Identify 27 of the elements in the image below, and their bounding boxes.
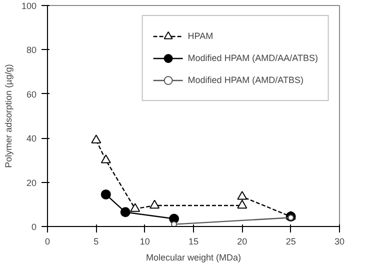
legend-label: HPAM [188,31,214,41]
x-tick-label: 5 [94,236,99,246]
y-tick-label: 40 [26,134,37,144]
point [130,203,140,212]
x-tick-label: 20 [237,236,248,246]
x-tick-label: 30 [334,236,345,246]
point [100,154,111,164]
legend-label: Modified HPAM (AMD/ATBS) [188,75,304,85]
x-tick-label: 15 [188,236,199,246]
x-tick-label: 0 [44,236,50,246]
x-axis-title: Molecular weight (MDa) [146,252,242,262]
point [237,200,248,209]
y-tick-label: 80 [26,45,37,56]
x-tick-label: 10 [140,236,150,246]
y-tick-label: 60 [26,89,37,100]
point [100,189,111,200]
y-tick-label: 0 [31,222,37,232]
y-tick-label: 20 [26,178,37,188]
point [91,134,102,144]
point [120,207,130,218]
x-tick-label: 25 [286,236,296,246]
legend-label: Modified HPAM (AMD/AA/ATBS) [188,53,318,63]
y-axis-title: Polymer adsorption (µg/g) [3,64,14,168]
point [171,221,178,226]
point [237,190,248,200]
point [150,200,160,209]
y-tick-label: 100 [21,1,37,11]
